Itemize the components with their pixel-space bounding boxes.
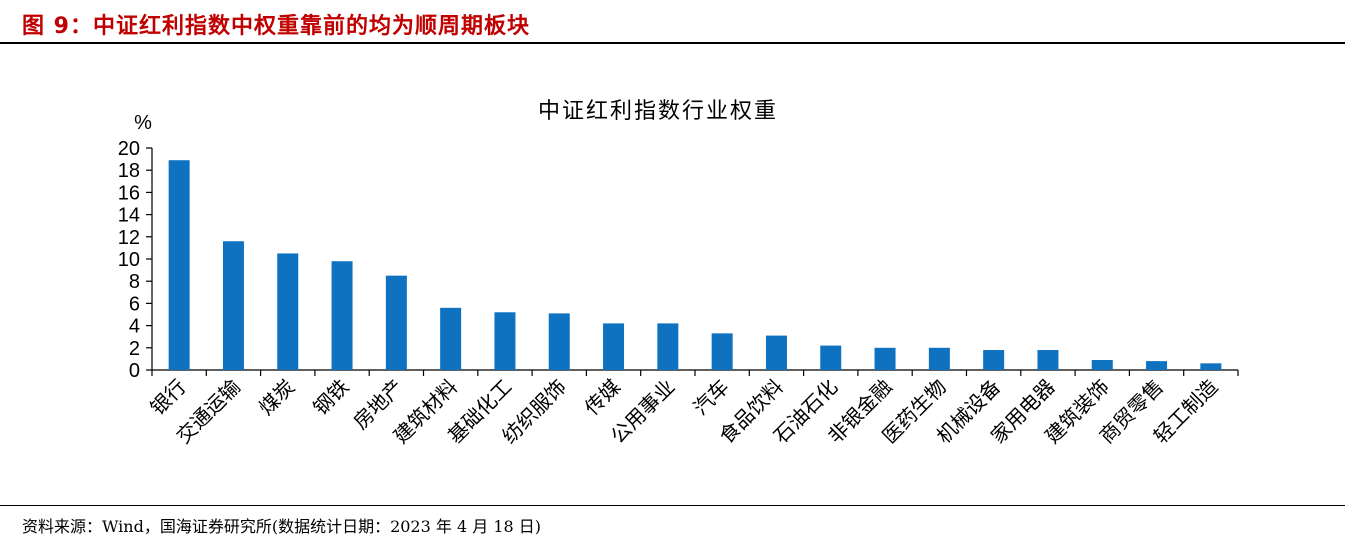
figure-header: 图 9：中证红利指数中权重靠前的均为顺周期板块 (0, 0, 1345, 44)
bar (820, 345, 842, 370)
y-tick-label: 2 (129, 338, 140, 360)
bar (765, 335, 787, 370)
bar (277, 253, 299, 370)
y-axis-unit-label: % (134, 112, 152, 134)
bar-chart: 中证红利指数行业权重 % 02468101214161820 银行交通运输 煤炭钢… (118, 99, 1239, 449)
y-tick-label: 8 (129, 271, 140, 293)
bar (222, 241, 244, 370)
bar (1200, 363, 1222, 370)
bar (168, 160, 190, 370)
bar (1037, 350, 1059, 370)
bar (494, 312, 516, 370)
bar (711, 333, 733, 370)
x-category-label: 钢铁 (308, 375, 353, 420)
x-category-label: 汽车 (688, 375, 733, 420)
y-tick-label: 16 (118, 182, 140, 204)
source-note: 资料来源：Wind，国海证券研究所(数据统计日期：2023 年 4 月 18 日… (22, 517, 542, 536)
bar (331, 261, 353, 370)
figure-title: 图 9：中证红利指数中权重靠前的均为顺周期板块 (22, 14, 530, 39)
y-tick-label: 20 (118, 138, 140, 160)
bar (385, 275, 407, 370)
y-tick-label: 14 (118, 205, 140, 227)
y-tick-label: 18 (118, 160, 140, 182)
bar (874, 347, 896, 370)
x-category-label: 银行 (145, 375, 190, 420)
x-axis (151, 369, 1239, 376)
y-tick-label: 12 (118, 227, 140, 249)
bar (657, 323, 679, 370)
x-category-label: 传媒 (580, 375, 625, 420)
chart-title: 中证红利指数行业权重 (538, 99, 778, 124)
figure-footer: 资料来源：Wind，国海证券研究所(数据统计日期：2023 年 4 月 18 日… (0, 505, 1345, 540)
y-tick-label: 10 (118, 249, 140, 271)
chart-area: 中证红利指数行业权重 % 0 2 4 6 8 10 12 14 16 18 20 银行 交通运输 煤炭钢… (0, 44, 1345, 500)
y-tick-label: 0 (129, 360, 140, 382)
bar (548, 313, 570, 370)
bar (1091, 360, 1113, 370)
bar (928, 347, 950, 370)
bar-series (168, 160, 1222, 370)
y-tick-label: 6 (129, 293, 140, 315)
bar (440, 307, 462, 370)
bar (603, 323, 625, 370)
x-category-label: 煤炭 (254, 375, 299, 420)
bar (983, 350, 1005, 370)
y-tick-label: 4 (129, 316, 140, 338)
bar (1146, 361, 1168, 370)
